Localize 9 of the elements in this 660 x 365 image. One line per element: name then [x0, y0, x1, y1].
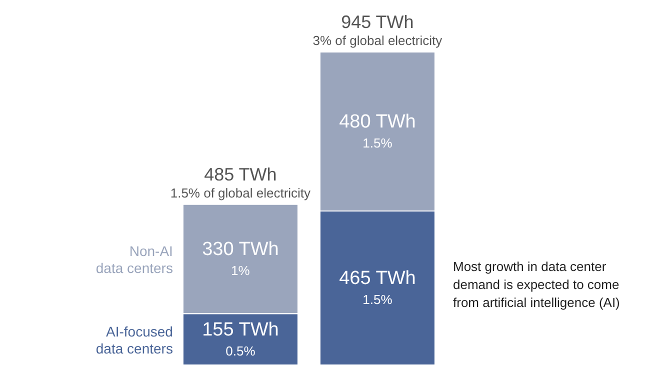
data-label: 465 TWh 1.5% — [339, 268, 416, 307]
data-label: 155 TWh 0.5% — [202, 319, 279, 358]
total-label: 485 TWh 1.5% of global electricity — [170, 164, 312, 200]
text: Most growth in data center demand is expected to come from artificial intelligence (AI) — [453, 258, 621, 312]
total-label: 945 TWh 3% of global electricity — [312, 12, 443, 48]
series-label: Non-AI data centers — [96, 243, 173, 276]
series-label: AI-focused data centers — [96, 323, 173, 356]
data-label: 330 TWh 1% — [202, 239, 279, 278]
data-label: 480 TWh 1.5% — [339, 111, 416, 150]
